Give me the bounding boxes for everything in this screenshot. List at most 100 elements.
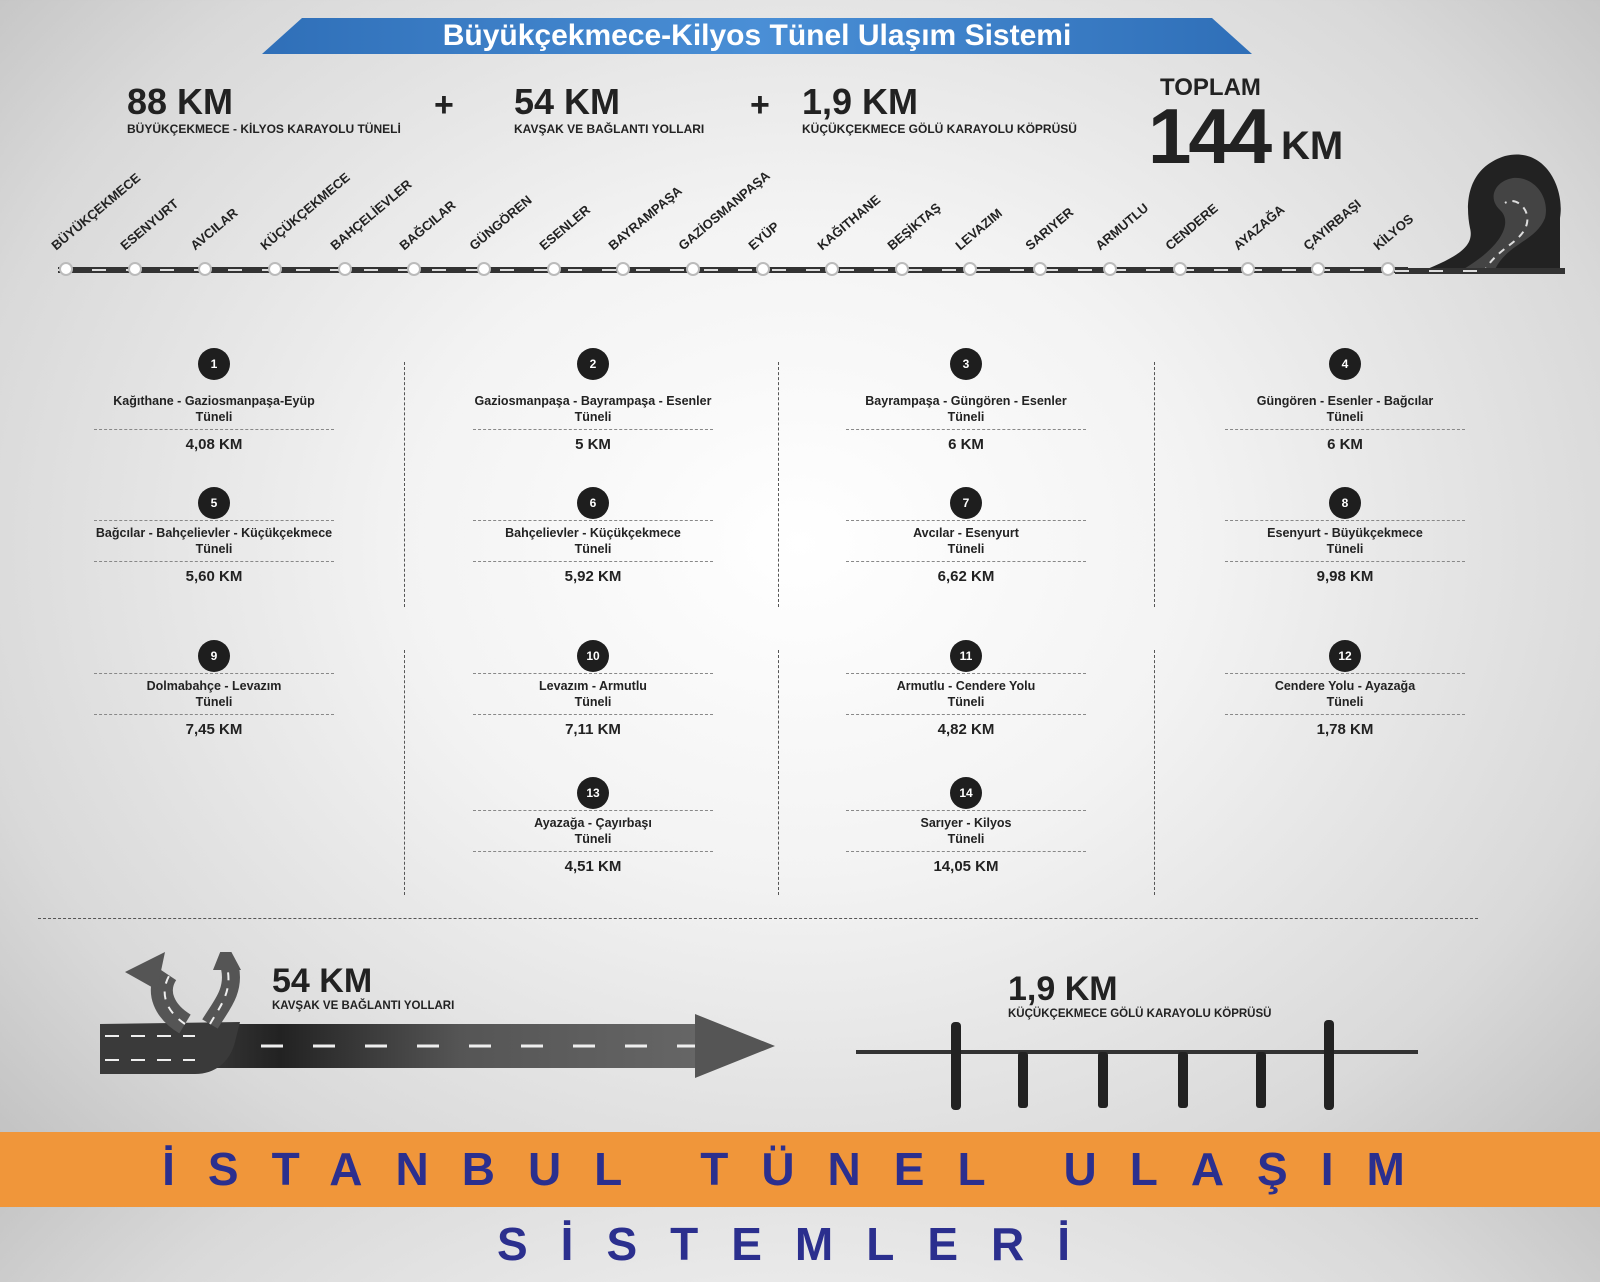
station-marker	[686, 262, 700, 276]
roads-value: 54 KM	[272, 962, 373, 1000]
stat-tunnel: 88 KM BÜYÜKÇEKMECE - KİLYOS KARAYOLU TÜN…	[127, 84, 401, 137]
tunnel-card: Cendere Yolu - Ayazağa Tüneli 1,78 KM	[1220, 673, 1470, 738]
tunnel-name: Gaziosmanpaşa - Bayrampaşa - Esenler	[474, 394, 712, 408]
station-marker	[59, 262, 73, 276]
station-label: ESENLER	[536, 202, 594, 253]
tunnel-length: 6,62 KM	[937, 568, 995, 585]
tunnel-card: Bağcılar - Bahçelievler - Küçükçekmece Tü…	[89, 520, 339, 585]
tunnel-name: Esenyurt - Büyükçekmece	[1267, 526, 1423, 540]
tunnel-suffix: Tüneli	[947, 695, 985, 709]
tunnel-number-badge: 7	[950, 487, 982, 519]
stat-bridge: 1,9 KM KÜÇÜKÇEKMECE GÖLÜ KARAYOLU KÖPRÜS…	[802, 84, 1077, 137]
card-divider	[94, 429, 334, 430]
tunnel-name: Dolmabahçe - Levazım	[146, 679, 282, 693]
card-divider	[94, 714, 334, 715]
column-divider	[778, 362, 779, 607]
roads-stat: 54 KM KAVŞAK VE BAĞLANTI YOLLARI	[272, 964, 454, 1012]
tunnel-card: Armutlu - Cendere Yolu Tüneli 4,82 KM	[841, 673, 1091, 738]
tunnel-name: Bağcılar - Bahçelievler - Küçükçekmece	[95, 526, 333, 540]
tunnel-title: Armutlu - Cendere Yolu Tüneli	[841, 674, 1091, 714]
tunnel-length: 7,45 KM	[185, 721, 243, 738]
tunnel-suffix: Tüneli	[947, 832, 985, 846]
card-divider	[473, 810, 713, 811]
tunnel-suffix: Tüneli	[195, 695, 233, 709]
card-divider	[473, 851, 713, 852]
station-label: EYÜP	[745, 218, 783, 253]
card-divider	[846, 429, 1086, 430]
station-label: AVCILAR	[187, 204, 241, 253]
stat-roads-value: 54 KM	[514, 81, 621, 122]
banner-shape	[262, 18, 1252, 54]
tunnel-name: Armutlu - Cendere Yolu	[896, 679, 1036, 693]
tunnel-card: Esenyurt - Büyükçekmece Tüneli 9,98 KM	[1220, 520, 1470, 585]
station-marker	[268, 262, 282, 276]
tunnel-title: Kağıthane - Gaziosmanpaşa-Eyüp Tüneli	[89, 389, 339, 429]
tunnel-title: Cendere Yolu - Ayazağa Tüneli	[1220, 674, 1470, 714]
station-label: BAĞCILAR	[396, 197, 459, 253]
total-label: TOPLAM	[1160, 74, 1261, 101]
column-divider	[404, 362, 405, 607]
tunnel-number-badge: 10	[577, 640, 609, 672]
station-marker	[198, 262, 212, 276]
stat-tunnel-label: BÜYÜKÇEKMECE - KİLYOS KARAYOLU TÜNELİ	[127, 122, 401, 136]
tunnel-number-badge: 8	[1329, 487, 1361, 519]
card-divider	[846, 810, 1086, 811]
card-divider	[846, 561, 1086, 562]
card-divider	[94, 520, 334, 521]
card-divider	[473, 673, 713, 674]
footer-bar: İSTANBUL TÜNEL ULAŞIM SİSTEMLERİ	[0, 1132, 1600, 1270]
station-label: ÇAYIRBAŞI	[1300, 196, 1364, 253]
tunnel-suffix: Tüneli	[574, 832, 612, 846]
tunnel-title: Levazım - Armutlu Tüneli	[468, 674, 718, 714]
station-label: ARMUTLU	[1092, 200, 1152, 253]
bridge-icon	[856, 1020, 1418, 1110]
roads-label: KAVŞAK VE BAĞLANTI YOLLARI	[272, 1000, 455, 1012]
tunnel-card: Ayazağa - Çayırbaşı Tüneli 4,51 KM	[468, 810, 718, 875]
tunnel-icon	[1395, 154, 1565, 275]
tunnel-number-badge: 6	[577, 487, 609, 519]
tunnel-name: Güngören - Esenler - Bağcılar	[1256, 394, 1434, 408]
station-label: KAĞITHANE	[814, 191, 884, 253]
tunnel-suffix: Tüneli	[1326, 542, 1364, 556]
stat-roads-label: KAVŞAK VE BAĞLANTI YOLLARI	[514, 122, 705, 136]
tunnel-number-badge: 3	[950, 348, 982, 380]
station-marker	[338, 262, 352, 276]
card-divider	[846, 851, 1086, 852]
station-marker	[616, 262, 630, 276]
card-divider	[473, 520, 713, 521]
tunnel-suffix: Tüneli	[947, 410, 985, 424]
station-label: LEVAZIM	[952, 205, 1005, 253]
bridge-label: KÜÇÜKÇEKMECE GÖLÜ KARAYOLU KÖPRÜSÜ	[1008, 1008, 1272, 1020]
tunnel-name: Cendere Yolu - Ayazağa	[1274, 679, 1416, 693]
tunnel-name: Bahçelievler - Küçükçekmece	[505, 526, 681, 540]
tunnel-length: 9,98 KM	[1316, 568, 1374, 585]
tunnel-length: 6 KM	[1327, 436, 1363, 453]
plus-sign: +	[750, 86, 770, 124]
station-marker	[128, 262, 142, 276]
card-divider	[1225, 561, 1465, 562]
station-marker	[963, 262, 977, 276]
tunnel-title: Güngören - Esenler - Bağcılar Tüneli	[1220, 389, 1470, 429]
station-label: GÜNGÖREN	[466, 192, 535, 253]
stat-roads: 54 KM KAVŞAK VE BAĞLANTI YOLLARI	[514, 81, 705, 137]
station-label: BEŞİKTAŞ	[884, 199, 944, 253]
station-marker	[756, 262, 770, 276]
page-title: Büyükçekmece-Kilyos Tünel Ulaşım Sistemi	[442, 19, 1072, 52]
tunnel-suffix: Tüneli	[574, 410, 612, 424]
station-marker	[407, 262, 421, 276]
tunnel-card: Bayrampaşa - Güngören - Esenler Tüneli 6 K…	[841, 389, 1091, 453]
card-divider	[94, 673, 334, 674]
station-marker	[1241, 262, 1255, 276]
interchange-icon	[100, 952, 775, 1078]
tunnel-number-badge: 5	[198, 487, 230, 519]
tunnel-card: Güngören - Esenler - Bağcılar Tüneli 6 KM	[1220, 389, 1470, 453]
tunnel-name: Kağıthane - Gaziosmanpaşa-Eyüp	[113, 394, 315, 408]
tunnel-name: Ayazağa - Çayırbaşı	[534, 816, 652, 830]
tunnel-card: Bahçelievler - Küçükçekmece Tüneli 5,92 KM	[468, 520, 718, 585]
station-line: BÜYÜKÇEKMECE ESENYURT AVCILAR KÜÇÜKÇEKMECE B…	[0, 150, 1600, 290]
tunnel-length: 6 KM	[948, 436, 984, 453]
bridge-value: 1,9 KM	[1008, 970, 1118, 1008]
plus-sign: +	[434, 86, 454, 124]
tunnel-title: Dolmabahçe - Levazım Tüneli	[89, 674, 339, 714]
tunnel-length: 1,78 KM	[1316, 721, 1374, 738]
